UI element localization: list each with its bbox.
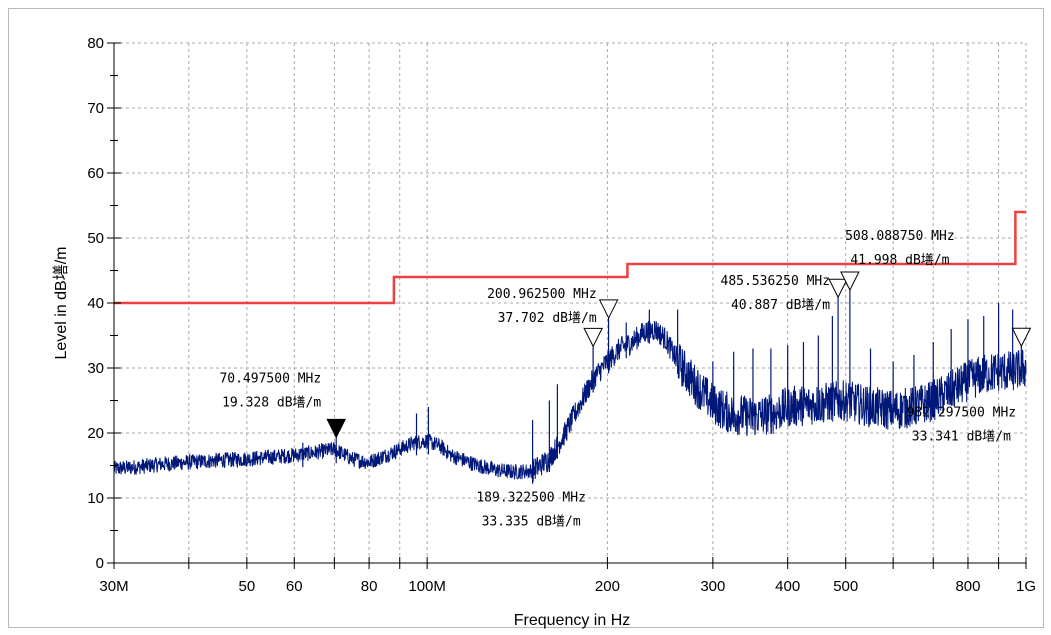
measurement-trace (113, 319, 1027, 482)
x-axis-label: Frequency in Hz (514, 612, 631, 629)
x-tick-label: 30M (99, 578, 128, 595)
marker-freq-label: 485.536250 MHz (721, 274, 831, 289)
marker-freq-label: 508.088750 MHz (845, 229, 955, 244)
x-tick-label: 1G (1016, 578, 1036, 595)
marker-freq-label: 189.322500 MHz (476, 490, 586, 505)
y-tick-label: 40 (87, 295, 104, 312)
marker-level-label: 33.341 dB墡/m (912, 429, 1011, 444)
marker-triangle (840, 271, 860, 292)
y-tick-label: 20 (87, 425, 104, 442)
y-tick-label: 70 (87, 100, 104, 117)
x-tick-label: 80 (361, 578, 378, 595)
markers: 70.497500 MHz 19.328 dB墡/m 189.322500 MHz 3… (219, 229, 1032, 529)
marker-triangle (1011, 327, 1032, 348)
marker-level-label: 41.998 dB墡/m (850, 253, 949, 268)
y-tick-label: 80 (87, 35, 104, 52)
x-tick-label: 400 (775, 578, 800, 595)
axes (107, 42, 1027, 569)
x-tick-label: 300 (700, 578, 725, 595)
x-tick-label: 800 (955, 578, 980, 595)
marker-triangle (583, 327, 603, 348)
marker-triangle (598, 299, 619, 320)
x-tick-label: 50 (239, 578, 256, 595)
marker-freq-label: 982.297500 MHz (907, 405, 1017, 420)
limit-line (114, 210, 1026, 305)
marker-triangle (326, 418, 347, 439)
marker-freq-label: 70.497500 MHz (219, 371, 321, 386)
x-tick-label: 100M (408, 578, 446, 595)
chart-frame (8, 8, 1044, 628)
x-tick-label: 200 (595, 578, 620, 595)
y-tick-label: 10 (87, 490, 104, 507)
marker-freq-label: 200.962500 MHz (487, 287, 597, 302)
y-tick-label: 60 (87, 165, 104, 182)
y-axis-label: Level in dB墡/m (52, 247, 70, 360)
x-tick-label: 500 (833, 578, 858, 595)
x-tick-label: 60 (286, 578, 303, 595)
marker-level-label: 19.328 dB墡/m (222, 395, 321, 410)
marker-triangle (828, 278, 848, 299)
marker-level-label: 40.887 dB墡/m (731, 298, 830, 313)
marker-level-label: 37.702 dB墡/m (498, 311, 597, 326)
y-tick-label: 30 (87, 360, 104, 377)
y-tick-label: 50 (87, 230, 104, 247)
marker-level-label: 33.335 dB墡/m (482, 514, 581, 529)
y-tick-label: 0 (96, 555, 104, 572)
tick-labels: 0 10 20 30 40 50 60 70 80 30M 50 60 80 100M 200 300 400 5… (87, 35, 1036, 595)
series-layer (113, 210, 1027, 484)
